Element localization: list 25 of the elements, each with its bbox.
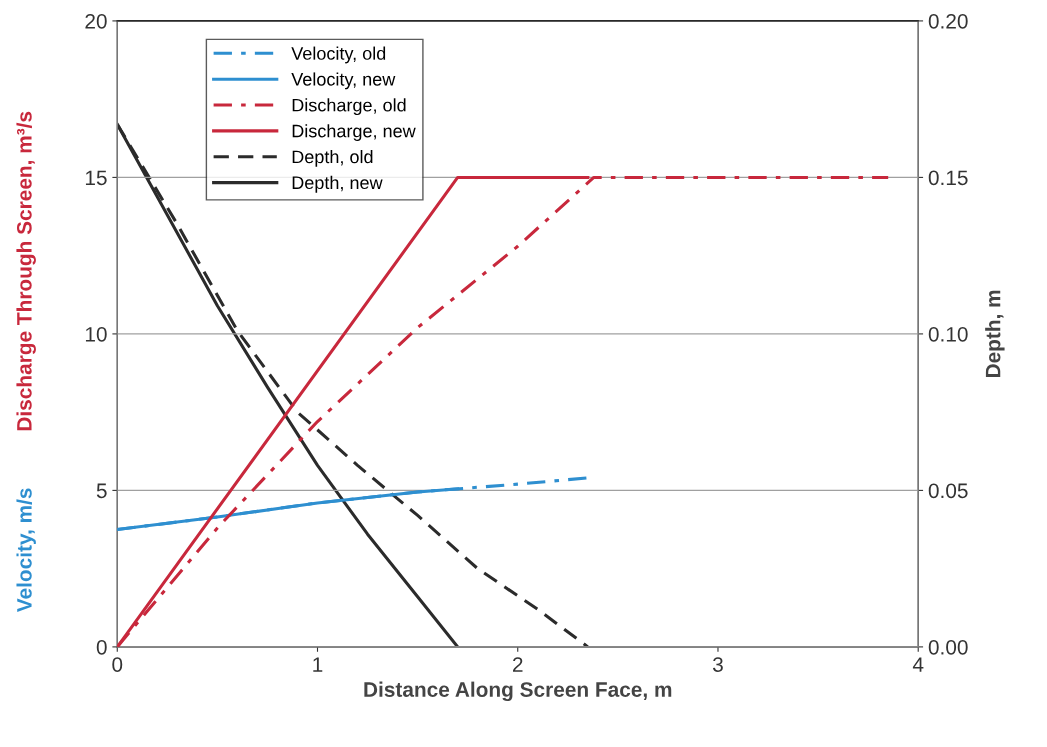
legend-label: Depth, new bbox=[292, 175, 383, 193]
x-tick-label: 1 bbox=[313, 657, 323, 672]
x-axis-title: Distance Along Screen Face, m bbox=[364, 681, 672, 702]
y2-tick-label: 0.05 bbox=[928, 483, 968, 499]
y-tick-label: 10 bbox=[85, 326, 107, 342]
y-tick-label: 5 bbox=[96, 483, 107, 499]
legend-label: Velocity, new bbox=[291, 72, 396, 90]
x-tick-label: 0 bbox=[112, 657, 123, 672]
y-tick-label: 20 bbox=[85, 13, 107, 29]
x-tick-label: 3 bbox=[712, 657, 723, 672]
y-tick-label: 0 bbox=[96, 639, 107, 655]
y2-tick-label: 0.00 bbox=[928, 639, 968, 655]
legend-label: Discharge, new bbox=[292, 124, 416, 141]
legend-label: Depth, old bbox=[292, 149, 373, 167]
y2-tick-label: 0.15 bbox=[928, 170, 968, 186]
text: Velocity, m/s bbox=[16, 488, 36, 613]
y2-tick-label: 0.10 bbox=[928, 326, 968, 342]
y2-tick-label: 0.20 bbox=[928, 13, 968, 29]
x-tick-label: 4 bbox=[912, 657, 924, 672]
legend-label: Discharge, old bbox=[292, 98, 406, 116]
y2-axis-title: Depth, m bbox=[985, 290, 1005, 378]
x-tick-label: 2 bbox=[513, 657, 523, 672]
y-tick-label: 15 bbox=[85, 170, 107, 186]
text: Discharge Through Screen, m³/s bbox=[16, 111, 36, 431]
legend-label: Velocity, old bbox=[291, 46, 386, 64]
